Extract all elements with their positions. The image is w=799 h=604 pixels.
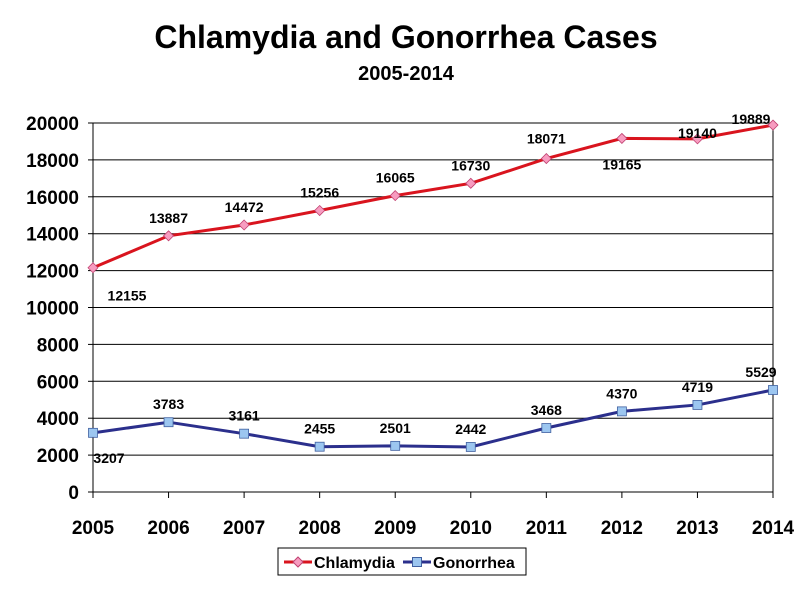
series-gonorrhea: 3207 3783 3161 2455 2501 2442 3468 4370 4719 5529 — [88, 364, 778, 466]
y-tick-label: 20000 — [26, 114, 79, 135]
data-label: 13887 — [149, 210, 188, 226]
data-label: 19889 — [732, 111, 771, 127]
data-label: 2501 — [380, 420, 411, 436]
data-point — [314, 204, 326, 217]
x-tick-label: 2008 — [299, 518, 341, 539]
y-tick-label: 12000 — [26, 262, 79, 283]
data-point — [768, 385, 778, 395]
data-point — [616, 406, 627, 417]
data-label: 3161 — [229, 408, 260, 424]
data-point — [88, 427, 98, 438]
data-point — [540, 153, 552, 165]
x-tick-label: 2007 — [223, 518, 265, 539]
x-tick-label: 2006 — [147, 518, 189, 539]
series-line — [92, 388, 774, 449]
data-label: 2455 — [304, 421, 335, 437]
chart-title: Chlamydia and Gonorrhea Cases — [154, 19, 657, 55]
chart-subtitle: 2005-2014 — [358, 63, 455, 85]
data-point — [767, 119, 779, 131]
data-point — [692, 400, 703, 410]
data-label: 4370 — [606, 385, 637, 401]
y-tick-label: 4000 — [37, 409, 79, 430]
data-label: 16065 — [376, 170, 415, 186]
data-point — [389, 190, 401, 202]
data-point — [541, 423, 552, 433]
data-point — [239, 428, 250, 439]
series-line — [92, 123, 774, 270]
data-point — [390, 440, 401, 451]
y-tick-label: 2000 — [37, 446, 79, 467]
data-label: 14472 — [225, 199, 264, 215]
x-tick-label: 2013 — [676, 518, 718, 539]
data-label: 19165 — [602, 156, 641, 172]
data-label: 5529 — [745, 364, 776, 380]
data-point — [314, 441, 325, 452]
legend-marker — [412, 557, 422, 567]
y-tick-label: 18000 — [26, 151, 79, 172]
legend-label: Chlamydia — [314, 555, 395, 572]
data-label: 16730 — [451, 157, 490, 173]
data-point — [691, 133, 704, 145]
y-tick-label: 10000 — [26, 299, 79, 320]
data-label: 3207 — [93, 450, 124, 466]
data-label: 15256 — [300, 185, 339, 201]
data-label: 4719 — [682, 379, 713, 395]
y-tick-label: 6000 — [37, 372, 79, 393]
x-tick-label: 2012 — [601, 518, 643, 539]
y-tick-label: 0 — [68, 483, 79, 504]
x-tick-label: 2011 — [526, 518, 568, 539]
legend-label: Gonorrhea — [433, 555, 515, 572]
data-point — [616, 132, 628, 144]
data-point — [238, 219, 250, 231]
data-point — [163, 417, 174, 428]
data-label: 3783 — [153, 396, 184, 412]
data-label: 3468 — [531, 402, 562, 418]
data-point — [465, 442, 476, 452]
data-point — [162, 230, 175, 242]
x-tick-label: 2009 — [374, 518, 416, 539]
y-tick-label: 16000 — [26, 188, 79, 209]
y-tick-label: 8000 — [37, 335, 79, 356]
data-point — [465, 177, 477, 189]
data-label: 19140 — [678, 125, 717, 141]
legend-box — [277, 547, 527, 576]
data-label: 12155 — [108, 288, 147, 304]
x-tick-label: 2005 — [72, 518, 115, 539]
legend-marker — [292, 556, 304, 568]
x-tick-label: 2014 — [752, 518, 795, 539]
series-chlamydia: 12155 13887 14472 15256 16065 16730 18071 19165… — [87, 111, 779, 304]
data-point — [87, 262, 99, 274]
y-tick-label: 14000 — [26, 225, 79, 246]
data-label: 2442 — [455, 421, 486, 437]
legend: Chlamydia Gonorrhea — [277, 547, 527, 576]
data-label: 18071 — [527, 131, 566, 147]
x-tick-label: 2010 — [450, 518, 492, 539]
